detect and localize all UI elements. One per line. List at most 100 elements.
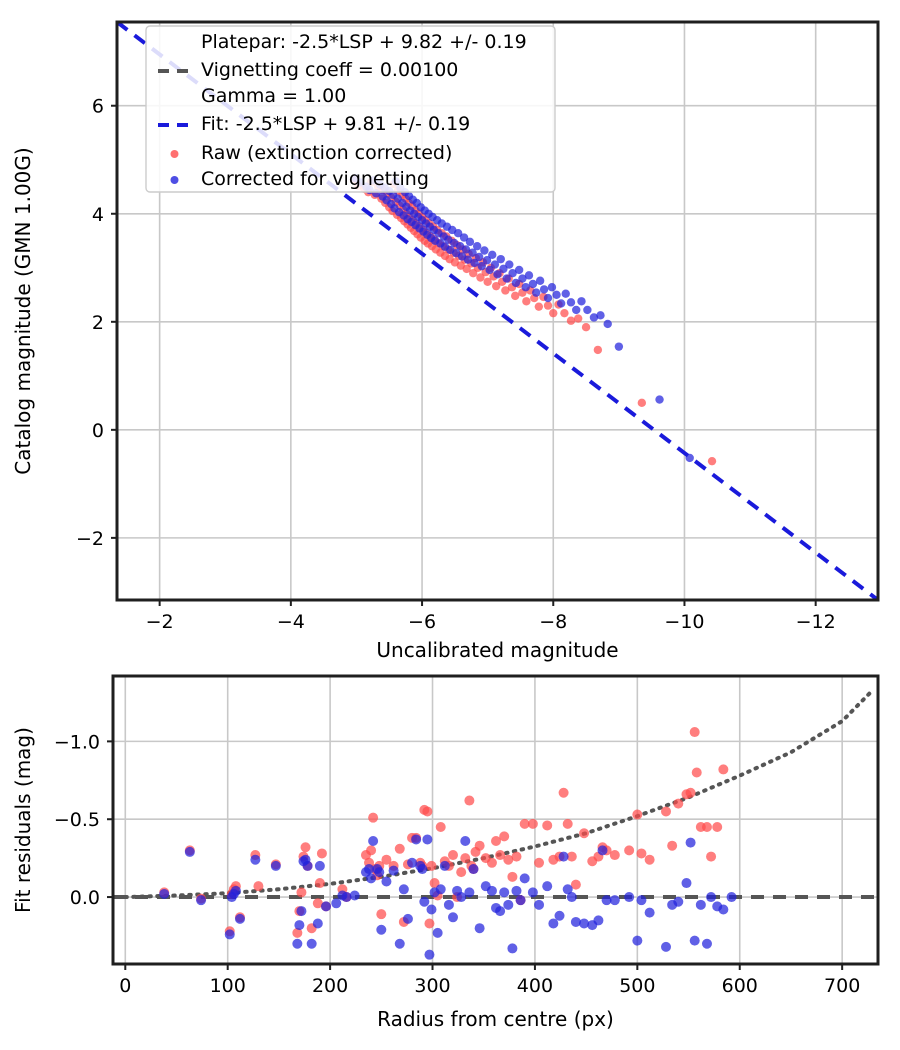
data-point [394,938,405,949]
legend: Platepar: -2.5*LSP + 9.82 +/- 0.19 Vignet… [145,25,556,193]
y-tick-label: 0 [92,420,104,442]
y-tick-label: 2 [92,312,104,334]
x-tick-label: 100 [210,975,246,997]
data-point [448,850,458,861]
data-point [718,764,729,775]
data-point [184,846,195,857]
data-point [558,851,569,862]
data-point [456,892,467,903]
legend-item: Raw (extinction corrected) [170,142,452,164]
data-point [474,252,484,262]
data-point [374,867,385,878]
data-point [667,840,678,851]
data-point [556,299,566,308]
x-tick-label: −12 [796,611,836,633]
data-point [294,920,305,931]
data-point [314,878,325,889]
data-point [490,260,500,269]
data-point [476,273,485,282]
data-point [422,806,433,817]
legend-label: Raw (extinction corrected) [201,142,452,164]
data-point [381,876,392,887]
data-point [496,254,505,264]
y-tick-label: 6 [92,96,104,118]
data-point [394,843,405,854]
data-point [726,892,737,903]
data-point [511,885,522,896]
data-point [566,316,576,325]
data-point [534,899,545,910]
data-point [491,836,502,847]
data-point [636,895,647,906]
data-point [499,264,508,274]
data-point [495,850,506,861]
data-point [306,938,317,949]
data-point [349,890,360,901]
data-point [519,818,530,829]
data-point [292,927,303,938]
data-point [644,907,655,918]
data-point [491,281,501,291]
top-panel-axes-frame [115,20,880,602]
data-point [583,305,592,315]
data-point [701,938,712,949]
data-point [701,822,712,833]
data-point [603,319,612,329]
scatter-series-corrected [159,834,737,960]
data-point [534,857,545,868]
data-point [614,342,624,351]
data-point [196,895,207,906]
data-point [270,860,281,871]
legend-label: Platepar: -2.5*LSP + 9.82 +/- 0.19 [201,31,527,53]
data-point [480,246,489,255]
x-tick-label: 200 [312,975,348,997]
top-panel-ticks: −2 −4 −6 −8 −10 −12 −2 0 2 4 6 [76,96,836,633]
y-tick-label: −2 [76,528,104,550]
data-point [609,895,620,906]
top-panel-x-axis-title: Uncalibrated magnitude [376,638,618,662]
data-point [250,854,261,865]
data-point [661,806,672,817]
data-point [554,910,565,921]
data-point [527,818,538,829]
data-point [508,268,517,278]
legend-label: Fit: -2.5*LSP + 9.81 +/- 0.19 [201,113,470,135]
data-point [570,916,581,927]
data-point [548,918,559,929]
legend-marker-blue-dot [170,176,179,184]
data-point [581,323,591,332]
data-point [321,901,332,912]
data-point [456,867,467,878]
data-point [573,314,583,323]
data-point [661,941,672,952]
legend-item: Gamma = 1.00 [201,85,346,107]
data-point [292,938,303,949]
data-point [468,864,479,875]
data-point [521,283,530,292]
legend-box [145,25,556,193]
data-point [655,395,664,404]
data-point [718,904,729,915]
data-point [511,851,522,862]
x-tick-label: 400 [517,975,553,997]
data-point [596,311,605,320]
data-point [593,345,603,355]
data-point [501,286,510,295]
data-point [388,865,399,876]
y-tick-label: −1.0 [54,731,100,753]
data-point [435,884,446,895]
data-point [402,913,413,924]
data-point [507,943,518,954]
legend-label: Vignetting coeff = 0.00100 [201,59,458,81]
data-point [632,935,643,946]
data-point [470,258,479,268]
data-point [543,301,553,310]
data-point [302,860,313,871]
data-point [472,241,482,251]
data-point [562,818,573,829]
data-point [474,840,485,851]
data-point [461,245,471,254]
data-point [706,892,717,903]
data-point [549,308,558,318]
data-point [463,255,473,264]
